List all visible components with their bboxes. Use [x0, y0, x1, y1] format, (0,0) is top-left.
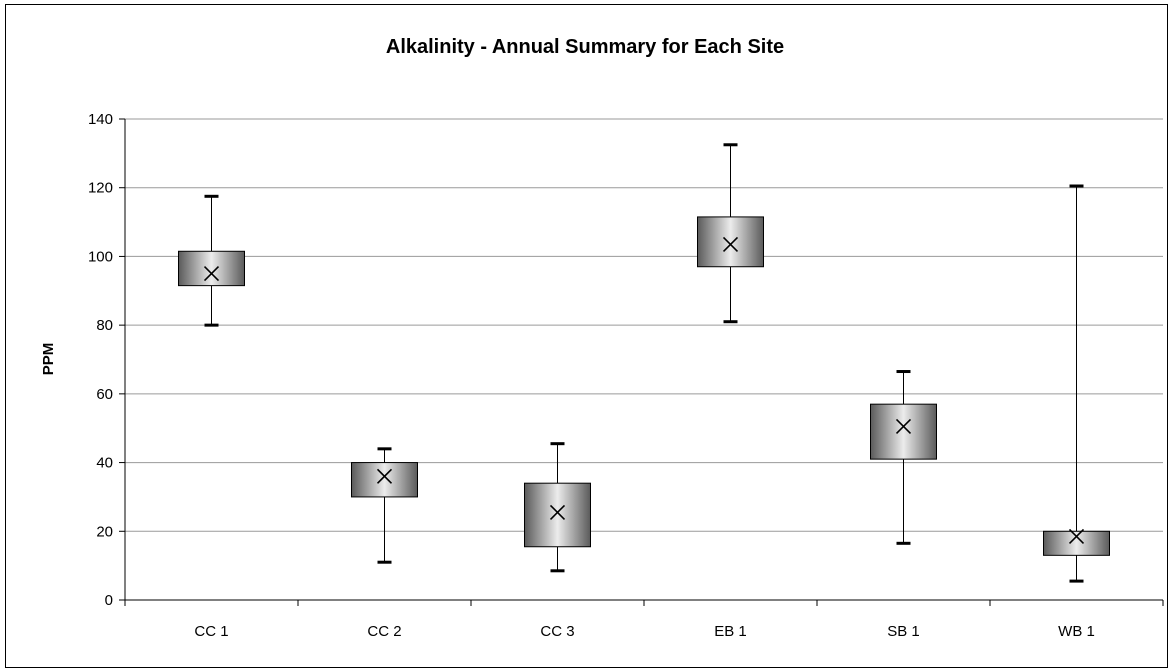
mean-marker: [203, 266, 220, 282]
y-tick-label: 80: [96, 317, 113, 334]
plot-area: 0 20 40 60 80 100 120 140 CC 1 CC 2 CC 3 EB 1 SB 1 WB…: [88, 111, 1164, 640]
x-tick-label: WB 1: [1058, 623, 1095, 640]
y-tick-label: 60: [96, 386, 113, 403]
interquartile-box: [870, 403, 937, 460]
chart-frame: [5, 4, 1168, 668]
interquartile-box: [524, 482, 591, 548]
y-axis-label: PPM: [40, 343, 57, 376]
y-tick-label: 0: [105, 592, 113, 609]
y-tick-label: 40: [96, 455, 113, 472]
mean-marker: [1068, 528, 1085, 545]
mean-marker: [549, 504, 566, 520]
box-cc-2: [351, 447, 418, 564]
mean-marker: [376, 468, 393, 484]
box-cc-3: [524, 442, 591, 573]
x-tick-label: CC 3: [540, 623, 574, 640]
mean-marker: [722, 236, 739, 252]
box-sb-1: [870, 370, 937, 545]
y-tick-label: 100: [88, 248, 113, 265]
box-cc-1: [178, 194, 245, 327]
x-tick-label: EB 1: [714, 623, 747, 640]
y-tick-label: 120: [88, 180, 113, 197]
y-tick-label: 140: [88, 111, 113, 128]
mean-marker: [895, 418, 912, 435]
chart-title: Alkalinity - Annual Summary for Each Sit…: [386, 36, 784, 58]
y-tick-label: 20: [96, 523, 113, 540]
interquartile-box: [351, 462, 418, 498]
x-tick-label: CC 2: [367, 623, 401, 640]
interquartile-box: [697, 216, 764, 268]
box-wb-1: [1043, 184, 1110, 583]
interquartile-box: [178, 250, 245, 287]
x-tick-label: CC 1: [194, 623, 228, 640]
interquartile-box: [1043, 530, 1110, 556]
x-tick-label: SB 1: [887, 623, 920, 640]
box-eb-1: [697, 143, 764, 324]
